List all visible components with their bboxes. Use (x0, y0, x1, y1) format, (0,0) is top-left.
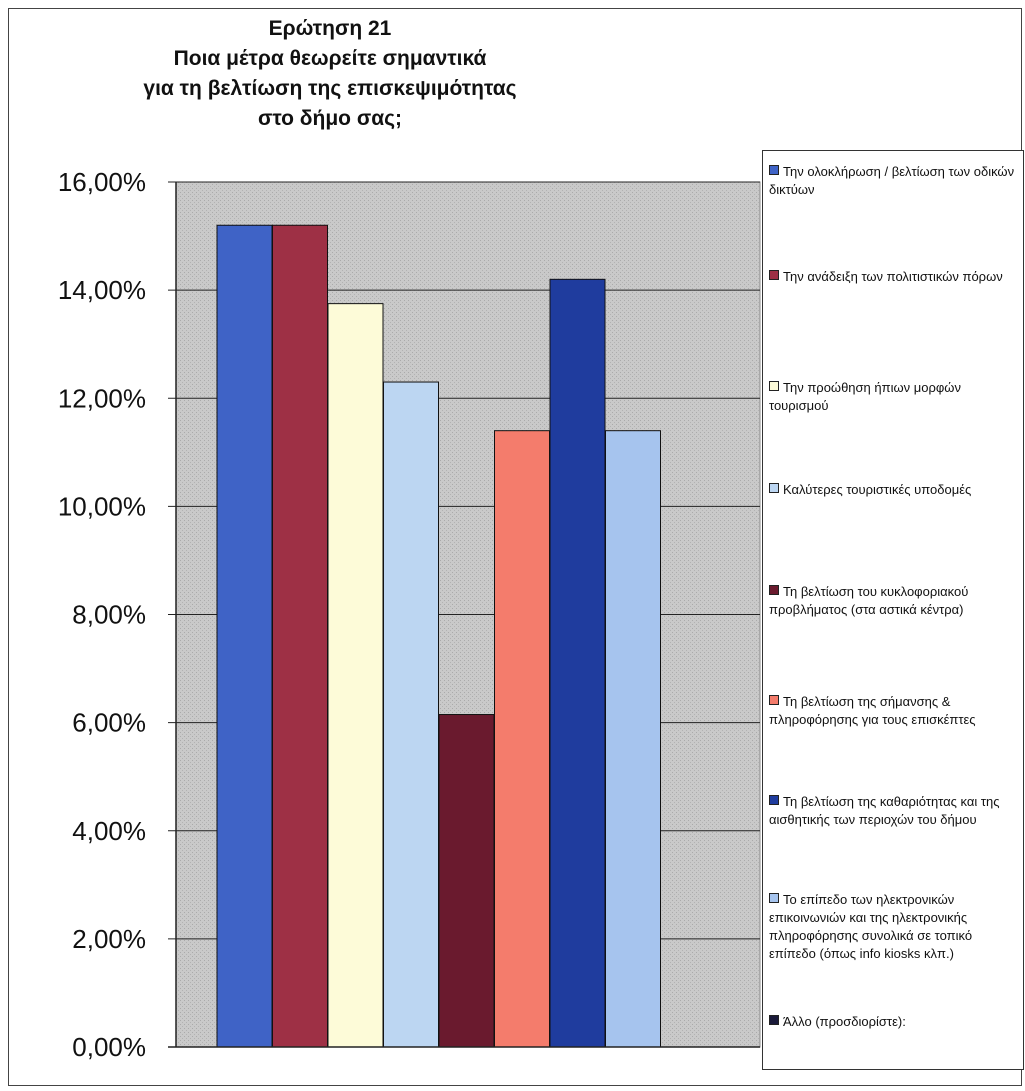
legend-swatch (769, 483, 779, 493)
y-axis: 0,00% 2,00% 4,00% 6,00% 8,00% 10,00% 12,00% 14,… (58, 167, 760, 1062)
legend-swatch (769, 585, 779, 595)
legend-label: Τη βελτίωση του κυκλοφοριακού προβλήματο… (769, 584, 969, 617)
y-tick-label: 0,00% (72, 1032, 146, 1062)
chart-title-line-3: για τη βελτίωση της επισκεψιμότητας (143, 77, 517, 100)
legend-label: Την ολοκλήρωση / βελτίωση των οδικών δικ… (769, 164, 1015, 197)
y-tick-label: 14,00% (58, 275, 146, 305)
legend-item-6: Τη βελτίωση της σήμανσης & πληροφόρησης … (769, 693, 1021, 729)
y-tick-label: 6,00% (72, 708, 146, 738)
bars (216, 224, 661, 1048)
bar-2 (272, 224, 328, 1048)
chart-title: Ερώτηση 21 Ποια μέτρα θεωρείτε σημαντικά… (110, 14, 550, 134)
legend-item-7: Τη βελτίωση της καθαριότητας και της αισ… (769, 793, 1021, 829)
chart-title-line-2: Ποια μέτρα θεωρείτε σημαντικά (173, 47, 487, 70)
legend-item-2: Την ανάδειξη των πολιτιστικών πόρων (769, 268, 1021, 286)
chart-title-line-1: Ερώτηση 21 (268, 17, 392, 40)
bar-1 (216, 224, 273, 1048)
legend-label: Άλλο (προσδιορίστε): (783, 1014, 906, 1029)
bar-7 (549, 278, 606, 1048)
bar-6 (494, 430, 550, 1048)
bar-4 (383, 381, 439, 1048)
y-tick-label: 2,00% (72, 924, 146, 954)
legend-label: Την προώθηση ήπιων μορφών τουρισμού (769, 380, 961, 413)
legend-label: Τη βελτίωση της σήμανσης & πληροφόρησης … (769, 694, 976, 727)
legend-item-9: Άλλο (προσδιορίστε): (769, 1013, 1021, 1031)
legend-item-5: Τη βελτίωση του κυκλοφοριακού προβλήματο… (769, 583, 1021, 619)
legend: Την ολοκλήρωση / βελτίωση των οδικών δικ… (762, 150, 1024, 1070)
y-tick-label: 8,00% (72, 600, 146, 630)
legend-swatch (769, 893, 779, 903)
legend-swatch (769, 381, 779, 391)
legend-swatch (769, 795, 779, 805)
legend-swatch (769, 1015, 779, 1025)
y-tick-label: 16,00% (58, 167, 146, 197)
legend-item-1: Την ολοκλήρωση / βελτίωση των οδικών δικ… (769, 163, 1021, 199)
y-tick-label: 12,00% (58, 383, 146, 413)
legend-label: Καλύτερες τουριστικές υποδομές (783, 482, 972, 497)
legend-item-3: Την προώθηση ήπιων μορφών τουρισμού (769, 379, 1021, 415)
legend-label: Το επίπεδο των ηλεκτρονικών επικοινωνιών… (769, 892, 973, 961)
legend-item-4: Καλύτερες τουριστικές υποδομές (769, 481, 1021, 499)
y-tick-label: 10,00% (58, 491, 146, 521)
legend-swatch (769, 270, 779, 280)
bar-3 (327, 303, 384, 1048)
legend-swatch (769, 165, 779, 175)
legend-label: Τη βελτίωση της καθαριότητας και της αισ… (769, 794, 1000, 827)
legend-item-8: Το επίπεδο των ηλεκτρονικών επικοινωνιών… (769, 891, 1021, 963)
legend-swatch (769, 695, 779, 705)
y-tick-label: 4,00% (72, 816, 146, 846)
bar-5 (438, 714, 495, 1048)
bar-8 (605, 430, 661, 1048)
legend-label: Την ανάδειξη των πολιτιστικών πόρων (783, 269, 1003, 284)
chart-title-line-4: στο δήμο σας; (257, 107, 403, 130)
